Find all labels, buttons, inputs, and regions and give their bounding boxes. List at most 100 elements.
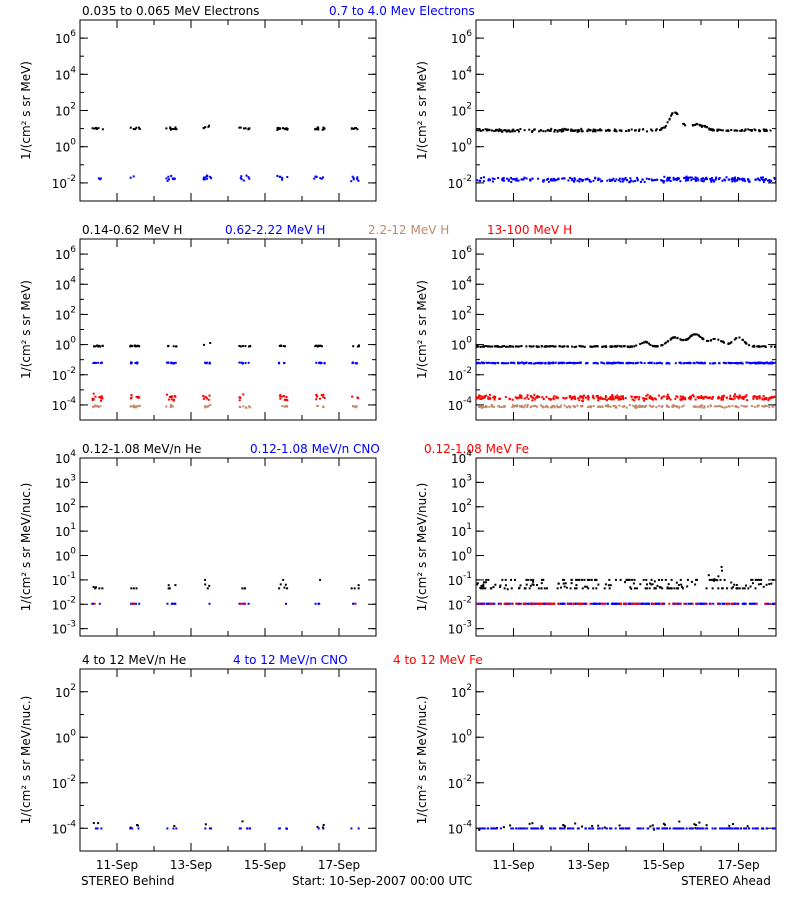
data-point xyxy=(661,602,664,605)
data-point xyxy=(640,602,643,605)
data-point xyxy=(532,580,535,583)
y-tick-label: 104 xyxy=(55,65,76,82)
data-point xyxy=(768,406,771,409)
data-point xyxy=(618,404,621,407)
data-point xyxy=(672,404,675,407)
data-point xyxy=(764,345,767,348)
data-point xyxy=(322,827,325,830)
data-point xyxy=(317,128,320,131)
footer-left-label: STEREO Behind xyxy=(81,874,175,888)
data-point xyxy=(520,602,523,605)
data-point xyxy=(666,827,669,830)
data-point xyxy=(754,587,757,590)
data-point xyxy=(500,129,503,132)
data-point xyxy=(208,584,211,587)
y-axis-label: 1/(cm² s sr MeV/nuc.) xyxy=(19,483,33,612)
data-point xyxy=(558,345,561,348)
data-point xyxy=(488,361,491,364)
data-point xyxy=(492,586,495,589)
data-point xyxy=(683,602,686,605)
data-point xyxy=(743,395,746,398)
data-point xyxy=(607,405,610,408)
data-point xyxy=(632,180,635,183)
legend-entry: 13-100 MeV H xyxy=(487,223,572,237)
data-point xyxy=(322,393,325,396)
data-point xyxy=(721,827,724,830)
data-point xyxy=(642,397,645,400)
data-point xyxy=(611,395,614,398)
data-points xyxy=(476,111,776,184)
data-point xyxy=(773,395,776,398)
data-point xyxy=(498,397,501,400)
data-point xyxy=(130,396,133,399)
data-point xyxy=(545,396,548,399)
data-point xyxy=(701,337,704,340)
data-point xyxy=(718,176,721,179)
data-point xyxy=(629,177,632,180)
data-point xyxy=(499,827,502,830)
data-point xyxy=(645,587,648,590)
data-point xyxy=(283,127,286,130)
data-point xyxy=(526,403,529,406)
data-point xyxy=(489,345,492,348)
data-point xyxy=(595,345,598,348)
data-point xyxy=(515,397,518,400)
data-point xyxy=(742,398,745,401)
data-point xyxy=(749,129,752,132)
data-point xyxy=(488,393,491,396)
data-point xyxy=(653,345,656,348)
data-point xyxy=(614,405,617,408)
data-point xyxy=(166,361,169,364)
data-point xyxy=(681,827,684,830)
data-point xyxy=(93,127,96,130)
data-point xyxy=(605,404,608,407)
data-point xyxy=(572,362,575,365)
data-point xyxy=(774,602,776,605)
data-point xyxy=(740,404,743,407)
data-point xyxy=(563,578,566,581)
data-point xyxy=(138,345,141,348)
data-point xyxy=(700,827,703,830)
footer-right-label: STEREO Ahead xyxy=(681,874,771,888)
data-point xyxy=(635,362,638,365)
data-point xyxy=(519,827,522,830)
data-point xyxy=(496,128,499,131)
data-point xyxy=(483,395,486,398)
data-point xyxy=(610,398,613,401)
data-point xyxy=(662,602,665,605)
data-point xyxy=(350,827,353,830)
data-point xyxy=(711,587,714,590)
data-point xyxy=(531,822,534,825)
data-point xyxy=(732,395,735,398)
data-point xyxy=(607,397,610,400)
data-point xyxy=(175,128,178,131)
y-tick-label: 10-2 xyxy=(448,366,472,383)
data-point xyxy=(516,404,519,407)
data-point xyxy=(129,126,132,129)
data-point xyxy=(497,405,500,408)
data-point xyxy=(615,178,618,181)
data-point xyxy=(723,406,726,409)
data-point xyxy=(569,129,572,132)
data-point xyxy=(204,578,207,581)
data-point xyxy=(549,129,552,132)
data-point xyxy=(600,602,603,605)
data-point xyxy=(731,180,734,183)
data-point xyxy=(717,587,720,590)
data-point xyxy=(670,578,673,581)
data-point xyxy=(643,341,646,344)
data-point xyxy=(97,177,100,180)
data-point xyxy=(91,399,94,402)
data-point xyxy=(135,126,138,129)
data-point xyxy=(735,361,738,364)
data-point xyxy=(564,128,567,131)
data-point xyxy=(530,396,533,399)
data-point xyxy=(741,397,744,400)
data-point xyxy=(594,345,597,348)
data-point xyxy=(743,827,746,830)
data-point xyxy=(509,824,512,827)
data-point xyxy=(536,827,539,830)
data-point xyxy=(772,361,775,364)
data-point xyxy=(480,176,483,179)
data-point xyxy=(505,602,508,605)
